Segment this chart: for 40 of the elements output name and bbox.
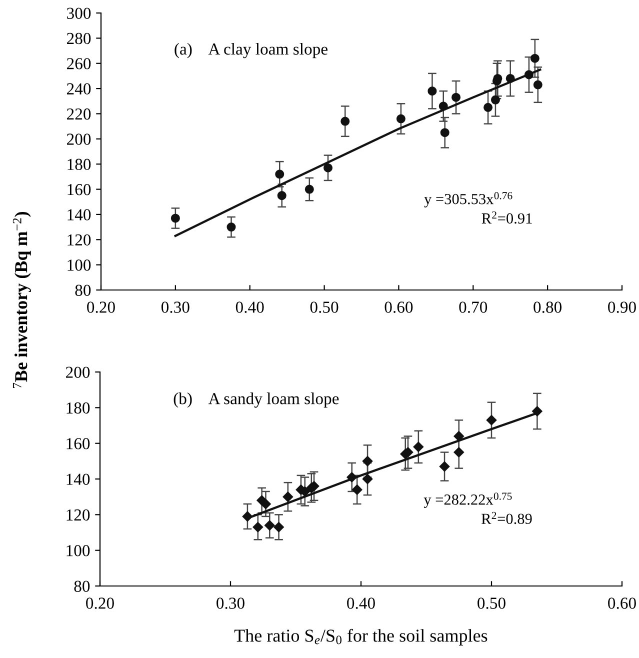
annotation: y =282.22x$^{0.75}$ [424,492,512,508]
x-tick-label: 0.90 [608,302,636,313]
y-tick-label: 160 [66,438,90,450]
y-tick-label: 240 [67,83,91,94]
y-tick-label: 220 [67,108,91,120]
y-tick-label: 100 [66,545,90,556]
y-tick-label: 180 [66,402,90,414]
y-tick-label: 280 [67,32,91,44]
y-tick-label: 260 [67,58,91,70]
y-tick-label: 140 [68,209,91,220]
x-tick-label: 0.70 [459,302,488,313]
x-tick-label: 0.20 [86,598,114,609]
y-tick-label: 120 [66,509,90,521]
y-tick-label: 140 [66,474,90,485]
y-tick-label: 180 [68,158,91,170]
x-tick-label: 0.80 [534,302,562,313]
y-tick-label: 80 [74,580,90,592]
x-tick-label: 0.30 [161,302,190,313]
annotation: y =305.53x$^{0.76}$ [424,192,512,208]
annotation: (a) A clay loam slope [174,42,328,58]
y-tick-label: 200 [67,134,91,145]
annotation: (b) A sandy loam slope [174,392,339,408]
annotation: R$^{2}$=0.89 [482,512,532,524]
x-tick-label: 0.40 [347,598,375,609]
x-tick-label: 0.20 [87,302,115,313]
y-tick-label: 120 [68,234,91,246]
x-tick-label: 0.50 [478,598,506,609]
x-tick-label: 0.60 [384,302,413,313]
y-tick-label: 200 [66,366,90,378]
x-tick-label: 0.60 [608,598,636,609]
y-tick-label: 300 [67,8,91,19]
x-tick-label: 0.50 [310,302,338,313]
y-tick-label: 160 [68,184,91,196]
y-tick-label: 80 [75,284,91,296]
x-tick-label: 0.40 [236,302,264,313]
y-tick-label: 100 [68,260,91,271]
y-axis-title: $^{7}$Be inventory (Bq m$^{−2}$) [12,212,31,388]
x-axis-title: The ratio S$_{e}$/S$_{0}$ for the soil samples [234,628,488,646]
x-tick-label: 0.30 [216,598,244,609]
annotation: R$^{2}$=0.91 [482,211,532,224]
